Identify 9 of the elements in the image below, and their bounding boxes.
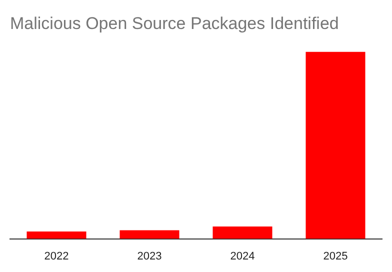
bar bbox=[120, 230, 180, 239]
bar bbox=[212, 226, 272, 239]
bar bbox=[26, 232, 86, 239]
x-tick-label: 2024 bbox=[230, 250, 255, 262]
x-tick-label: 2023 bbox=[137, 250, 162, 262]
chart-title: Malicious Open Source Packages Identified bbox=[10, 14, 339, 33]
bar bbox=[306, 52, 366, 239]
x-tick-label: 2022 bbox=[44, 250, 69, 262]
x-tick-label: 2025 bbox=[323, 250, 348, 262]
